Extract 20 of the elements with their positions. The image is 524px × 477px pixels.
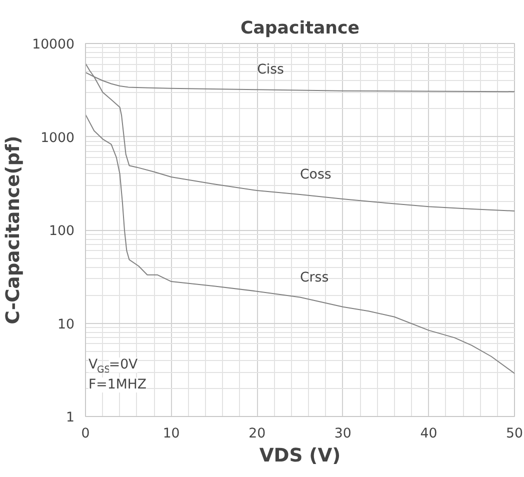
y-axis-title: C-Capacitance(pf) <box>3 136 24 324</box>
x-tick-label: 30 <box>334 426 352 442</box>
x-tick-label: 50 <box>506 426 523 442</box>
series-label: Crss <box>300 270 329 286</box>
y-tick-label: 10000 <box>32 38 75 52</box>
x-tick-label: 10 <box>162 426 180 442</box>
x-tick-label: 40 <box>420 426 438 442</box>
annotation: F=1MHZ <box>88 378 146 392</box>
x-axis-title: VDS (V) <box>259 446 341 466</box>
line-series <box>86 114 514 374</box>
y-tick-label: 100 <box>49 224 75 239</box>
y-tick-label: 1 <box>66 410 75 426</box>
series-label: Coss <box>300 168 332 183</box>
x-tick-label: 0 <box>81 426 90 442</box>
chart-title: Capacitance <box>240 18 360 38</box>
y-tick-label: 1000 <box>40 130 75 146</box>
x-tick-label: 20 <box>248 426 266 442</box>
y-tick-label: 10 <box>58 317 75 332</box>
series-label: Ciss <box>257 62 284 78</box>
line-series <box>86 63 514 212</box>
